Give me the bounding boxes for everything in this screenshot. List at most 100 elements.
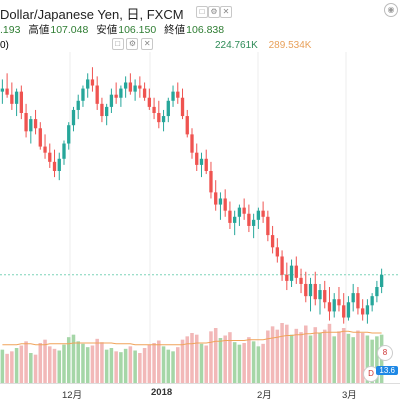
candle-body [214, 192, 218, 205]
volume-bar [38, 343, 43, 383]
camera-icon[interactable]: ◉ [384, 3, 398, 17]
candle-body [223, 198, 227, 211]
square-icon[interactable]: □ [196, 6, 208, 18]
candle [327, 287, 332, 321]
candle-body [323, 290, 327, 303]
volume-bar [85, 347, 90, 383]
candle [209, 161, 213, 199]
volume-bar [199, 343, 204, 383]
candle-body [237, 207, 242, 217]
volume-bar [299, 332, 303, 383]
candle [142, 82, 147, 101]
volume-bar [261, 343, 265, 383]
event-icon[interactable]: 8 [377, 345, 393, 361]
candle-body [356, 293, 360, 309]
candle [67, 122, 71, 150]
candle-body [147, 97, 151, 107]
candle [166, 97, 170, 123]
volume-bar [152, 343, 156, 383]
symbol-title: Dollar/Japanese Yen, 日, FXCM [0, 7, 184, 22]
axis-label-feb: 2月 [257, 390, 272, 401]
volume-bar [81, 343, 85, 383]
volume-bar [365, 335, 370, 383]
candle-body [138, 85, 142, 89]
volume-bar [10, 351, 14, 383]
gear-icon[interactable]: ⚙ [208, 6, 220, 18]
candle-body [280, 256, 284, 275]
candle-body [52, 161, 57, 171]
volume-bar [346, 333, 351, 383]
candle-body [0, 88, 5, 92]
candle [161, 109, 166, 132]
volume-bar [285, 324, 289, 383]
square-icon[interactable]: □ [111, 38, 124, 50]
axis-label-2018: 2018 [151, 387, 173, 398]
candle-body [185, 116, 189, 135]
candle-body [266, 216, 270, 236]
gear-icon[interactable]: ⚙ [126, 38, 139, 50]
volume-bar [213, 328, 218, 383]
candle [251, 213, 256, 239]
candle [171, 85, 175, 107]
volume-bar [33, 354, 38, 383]
candle [223, 189, 227, 217]
volume-bar [185, 336, 190, 383]
candle [218, 192, 223, 220]
candle [242, 198, 246, 220]
candle [233, 210, 237, 236]
candle [285, 262, 289, 291]
candle [375, 280, 379, 303]
candle [370, 293, 374, 312]
candle-body [90, 79, 95, 86]
volume-bars [0, 323, 384, 383]
candle [123, 76, 128, 98]
volume-bar [24, 341, 28, 383]
volume-bar [104, 349, 109, 383]
candle-body [180, 97, 185, 117]
candle-body [370, 296, 374, 306]
volume-bar [114, 351, 118, 383]
high-value: 107.048 [50, 24, 89, 36]
candle-body [157, 113, 161, 123]
candle [109, 88, 114, 113]
candle [76, 94, 80, 120]
candle-body [261, 210, 265, 217]
candle [105, 103, 109, 126]
candle-body [195, 152, 199, 165]
candle-body [233, 216, 237, 223]
close-icon[interactable]: ✕ [220, 6, 232, 18]
volume-bar [341, 328, 346, 383]
candle [24, 103, 28, 138]
candle [152, 97, 156, 120]
candle [294, 256, 298, 284]
volume-bar [275, 329, 280, 383]
candle-body [176, 91, 180, 98]
volume-bar [270, 326, 275, 383]
close-icon[interactable]: ✕ [141, 38, 154, 50]
candle [128, 73, 133, 95]
volume-ma-line [2, 330, 382, 346]
volume-bar [76, 341, 80, 383]
candle-body [62, 143, 66, 159]
candle [356, 287, 360, 315]
candle [48, 143, 52, 168]
volume-bar [5, 353, 9, 383]
candle [43, 134, 47, 159]
candle-body [43, 146, 47, 153]
candle-body [119, 88, 123, 98]
volume-bar [232, 342, 237, 383]
candle [318, 283, 322, 315]
candle [289, 259, 294, 287]
volume-bar [228, 332, 232, 383]
candle [313, 271, 317, 306]
candle [199, 152, 204, 178]
volume-bar [242, 343, 246, 383]
time-axis[interactable]: 12月 2018 2月 3月 [0, 383, 400, 401]
candle-body [71, 109, 76, 126]
candle [342, 293, 346, 324]
dividend-icon[interactable]: D [363, 366, 379, 382]
candle [5, 73, 9, 98]
candle-body [299, 277, 303, 284]
volume-prefix: 0) [0, 40, 9, 51]
